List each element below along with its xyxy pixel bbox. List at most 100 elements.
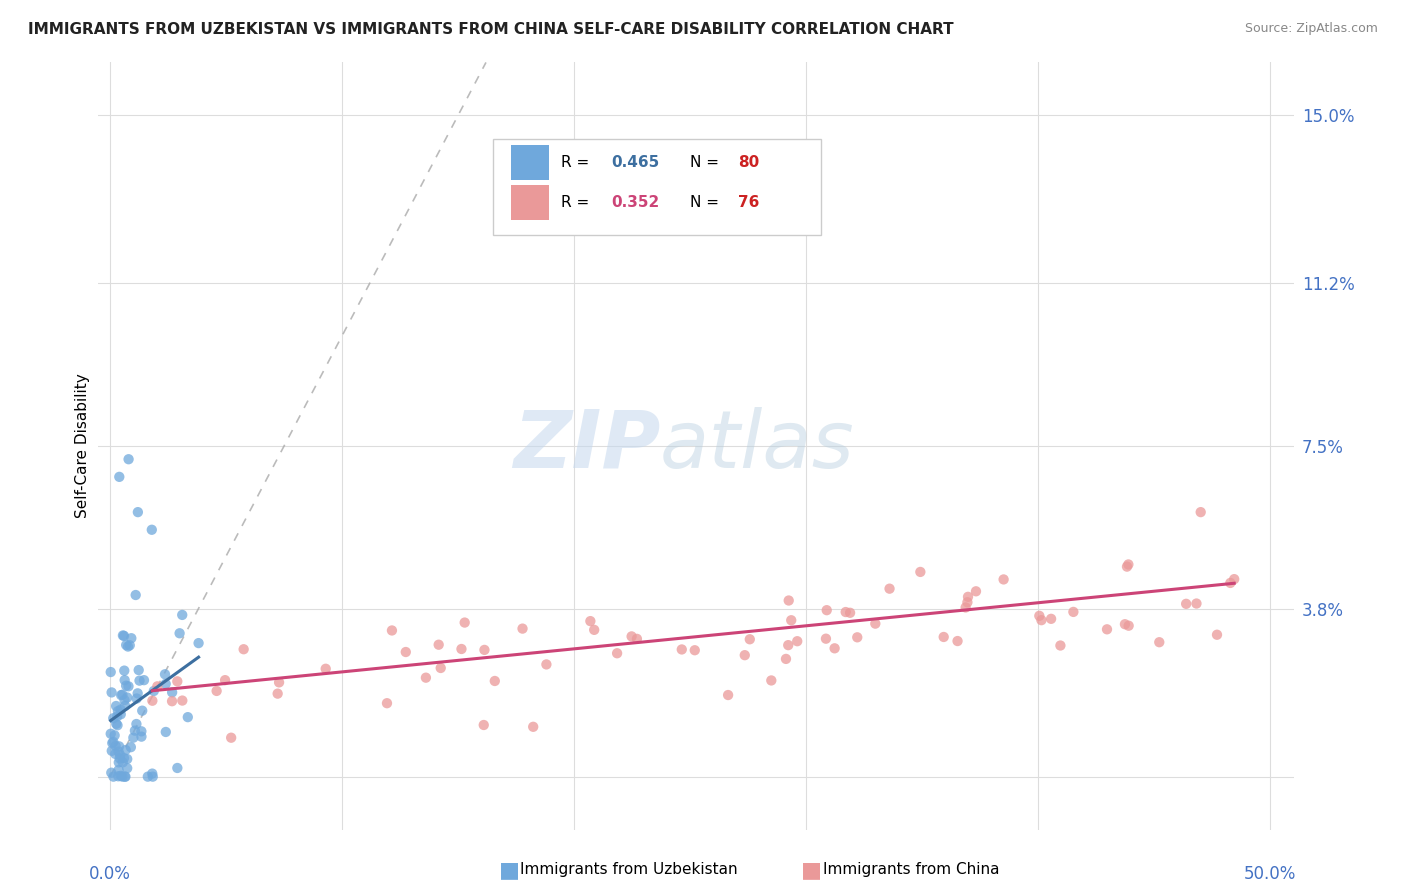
- Point: [780, 613, 803, 627]
- Point: [415, 671, 437, 685]
- Point: [111, 688, 134, 702]
- Y-axis label: Self-Care Disability: Self-Care Disability: [75, 374, 90, 518]
- Text: ■: ■: [499, 860, 520, 880]
- Point: [111, 756, 134, 770]
- Point: [131, 730, 153, 744]
- Point: [778, 638, 800, 652]
- Point: [128, 673, 150, 688]
- Point: [187, 636, 209, 650]
- Point: [395, 645, 418, 659]
- Point: [846, 630, 869, 644]
- Point: [606, 646, 628, 660]
- Point: [114, 673, 136, 687]
- Point: [100, 665, 122, 679]
- Point: [125, 717, 148, 731]
- Point: [579, 614, 602, 628]
- Point: [738, 632, 761, 647]
- Point: [450, 642, 472, 657]
- Point: [815, 603, 838, 617]
- Point: [100, 685, 122, 699]
- Point: [266, 687, 288, 701]
- Point: [103, 770, 125, 784]
- Point: [232, 642, 254, 657]
- Text: 0.465: 0.465: [612, 154, 659, 169]
- Point: [1223, 572, 1246, 586]
- Point: [620, 629, 643, 643]
- Text: 80: 80: [738, 154, 759, 169]
- Point: [142, 684, 165, 698]
- Point: [1049, 639, 1071, 653]
- Point: [1095, 623, 1118, 637]
- Point: [879, 582, 901, 596]
- Point: [956, 590, 979, 604]
- Text: atlas: atlas: [661, 407, 855, 485]
- Point: [1118, 558, 1140, 572]
- Point: [112, 629, 135, 643]
- Point: [429, 661, 451, 675]
- Point: [734, 648, 756, 663]
- Point: [472, 718, 495, 732]
- Point: [127, 686, 149, 700]
- Point: [107, 756, 129, 770]
- Point: [146, 679, 169, 693]
- Point: [114, 770, 136, 784]
- Point: [107, 763, 129, 777]
- Point: [536, 657, 558, 672]
- Text: N =: N =: [690, 195, 724, 211]
- Point: [522, 720, 544, 734]
- Point: [111, 628, 134, 642]
- Point: [160, 694, 183, 708]
- Point: [761, 174, 783, 188]
- Point: [1040, 612, 1063, 626]
- Point: [1189, 505, 1212, 519]
- Point: [107, 745, 129, 759]
- Point: [111, 770, 134, 784]
- Point: [120, 631, 142, 645]
- Text: Source: ZipAtlas.com: Source: ZipAtlas.com: [1244, 22, 1378, 36]
- Point: [839, 606, 862, 620]
- Point: [108, 739, 131, 754]
- Text: R =: R =: [561, 154, 595, 169]
- Point: [141, 694, 163, 708]
- Point: [103, 735, 125, 749]
- Point: [1116, 559, 1139, 574]
- Point: [453, 615, 475, 630]
- Point: [955, 600, 977, 615]
- Point: [100, 744, 122, 758]
- Point: [105, 709, 128, 723]
- Point: [474, 643, 496, 657]
- Point: [125, 691, 148, 706]
- Text: 0.0%: 0.0%: [89, 865, 131, 883]
- Text: 76: 76: [738, 195, 759, 211]
- Point: [142, 770, 165, 784]
- Point: [824, 641, 846, 656]
- Point: [112, 751, 135, 765]
- Point: [865, 616, 887, 631]
- Point: [100, 765, 122, 780]
- Point: [1031, 613, 1053, 627]
- Point: [118, 638, 141, 652]
- Point: [104, 747, 127, 761]
- Point: [114, 693, 136, 707]
- Point: [160, 685, 183, 699]
- Point: [120, 740, 142, 755]
- Point: [219, 731, 242, 745]
- Point: [122, 731, 145, 745]
- Point: [1219, 576, 1241, 591]
- Point: [932, 630, 955, 644]
- Point: [112, 664, 135, 678]
- Point: [115, 638, 138, 652]
- Point: [100, 727, 122, 741]
- Point: [1118, 618, 1140, 632]
- Point: [484, 673, 506, 688]
- Point: [946, 634, 969, 648]
- Point: [1149, 635, 1171, 649]
- Point: [114, 770, 136, 784]
- Point: [117, 690, 139, 705]
- Point: [114, 743, 136, 757]
- Point: [141, 523, 163, 537]
- Text: Immigrants from Uzbekistan: Immigrants from Uzbekistan: [520, 863, 738, 877]
- Point: [117, 452, 139, 467]
- Point: [117, 640, 139, 654]
- Point: [114, 698, 136, 713]
